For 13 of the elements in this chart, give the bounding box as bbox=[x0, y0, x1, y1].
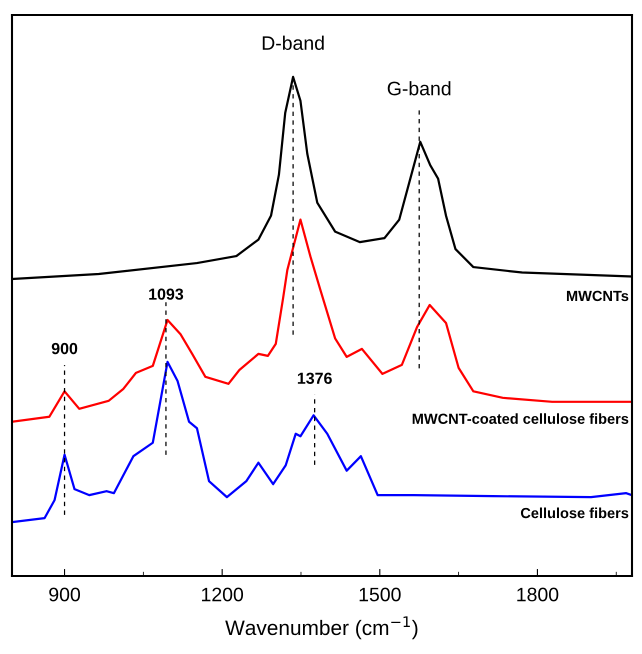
x-tick-label: 1500 bbox=[360, 588, 401, 602]
ref-line-label: 1376 bbox=[298, 372, 332, 384]
x-tick-label: 1800 bbox=[517, 588, 558, 602]
x-tick-label: 1200 bbox=[202, 588, 244, 602]
x-axis-title: Wavenumber (cm$^{−1}$) bbox=[225, 616, 418, 640]
ref-line-label: D-band bbox=[262, 36, 324, 50]
ref-line-label: 1093 bbox=[149, 288, 184, 300]
series-label: MWCNT-coated cellulose fibers bbox=[412, 413, 628, 424]
x-tick-label: 900 bbox=[49, 588, 80, 602]
series-label: MWCNTs bbox=[566, 290, 628, 302]
ref-line-label: 900 bbox=[52, 342, 78, 354]
series-label: Cellulose fibers bbox=[520, 507, 628, 518]
ref-line-label: G-band bbox=[388, 81, 450, 96]
